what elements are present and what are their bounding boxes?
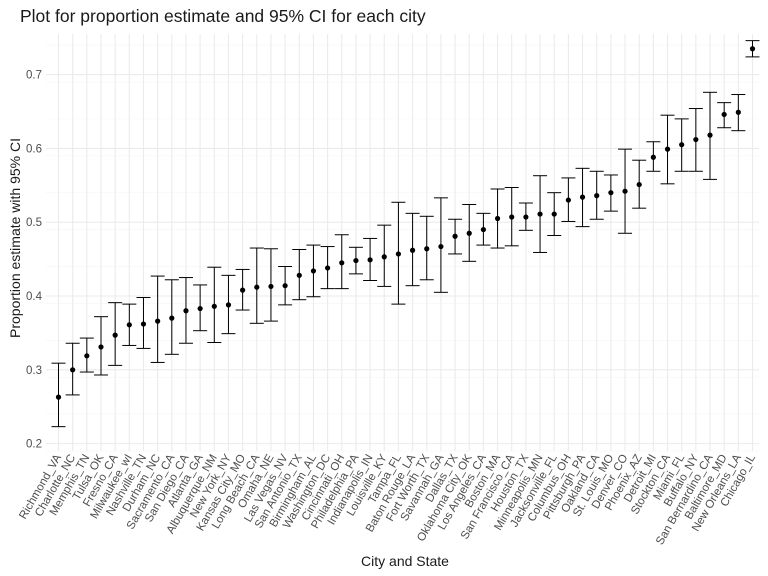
estimate-point <box>282 283 288 289</box>
estimate-point <box>310 268 317 274</box>
estimate-point <box>466 230 472 236</box>
y-tick-label: 0.6 <box>26 143 42 155</box>
estimate-point <box>325 265 331 271</box>
estimate-point <box>409 247 416 253</box>
point-layer <box>55 46 756 400</box>
estimate-point <box>70 367 76 373</box>
estimate-point <box>353 257 359 264</box>
estimate-point <box>339 260 345 266</box>
estimate-point <box>608 190 614 196</box>
estimate-point <box>594 193 600 199</box>
estimate-point <box>240 287 246 293</box>
estimate-point <box>636 181 642 188</box>
estimate-point <box>98 344 104 350</box>
estimate-point <box>509 214 515 220</box>
estimate-point <box>650 154 656 160</box>
grid-layer <box>46 34 759 452</box>
estimate-point <box>211 303 217 309</box>
estimate-point <box>537 211 543 217</box>
estimate-point <box>452 233 458 239</box>
estimate-point <box>707 132 713 138</box>
estimate-point <box>169 315 175 321</box>
estimate-point <box>225 302 232 308</box>
estimate-point <box>367 257 373 263</box>
estimate-point <box>424 246 430 252</box>
y-tick-labels: 0.2 0.3 0.4 0.5 0.6 0.7 <box>26 70 43 451</box>
y-axis-title: Proportion estimate with 95% CI <box>7 138 23 338</box>
estimate-point <box>693 136 699 143</box>
estimate-point <box>183 308 189 314</box>
estimate-point <box>381 254 387 260</box>
y-tick-label: 0.5 <box>26 217 42 229</box>
estimate-point <box>197 305 203 312</box>
estimate-point <box>438 243 444 250</box>
estimate-point <box>84 353 90 359</box>
y-tick-label: 0.2 <box>26 439 42 451</box>
estimate-point <box>55 394 62 400</box>
y-tick-label: 0.4 <box>26 291 43 303</box>
estimate-point <box>112 332 118 338</box>
estimate-point <box>551 211 557 217</box>
estimate-point <box>254 284 260 290</box>
estimate-point <box>679 142 685 148</box>
estimate-point <box>735 109 741 115</box>
x-tick-labels: Richmond_VACharlotte_NCMemphis_TNTulsa_O… <box>17 452 758 547</box>
estimate-point <box>395 251 402 257</box>
y-tick-label: 0.7 <box>26 70 42 82</box>
estimate-point <box>126 322 132 328</box>
y-tick-label: 0.3 <box>26 365 42 377</box>
estimate-point <box>480 226 486 233</box>
estimate-point <box>523 214 529 220</box>
x-axis-title: City and State <box>361 553 449 569</box>
estimate-point <box>268 283 274 290</box>
estimate-point <box>579 194 586 200</box>
estimate-point <box>664 146 671 152</box>
estimate-point <box>622 188 628 194</box>
estimate-point <box>494 215 501 222</box>
estimate-point <box>155 318 161 324</box>
estimate-point <box>565 197 571 203</box>
estimate-point <box>721 111 727 118</box>
chart-title: Plot for proportion estimate and 95% CI … <box>20 6 426 26</box>
estimate-point <box>296 272 302 278</box>
estimate-point <box>140 321 147 327</box>
estimate-point <box>749 46 756 52</box>
